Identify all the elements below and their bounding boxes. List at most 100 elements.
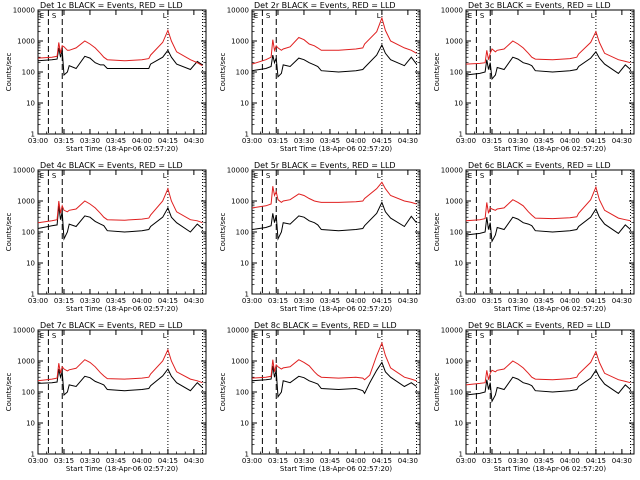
events-series-line — [251, 201, 417, 241]
y-tick-label: 1 — [459, 451, 463, 459]
y-tick-label: 1 — [31, 291, 35, 299]
annotation-label: E — [40, 172, 44, 180]
y-tick-label: 100 — [22, 389, 35, 397]
chart-title: Det 7c BLACK = Events, RED = LLD — [40, 321, 183, 330]
x-tick-label: 03:15 — [54, 137, 74, 145]
y-tick-label: 10000 — [441, 167, 463, 175]
annotation-label: L — [591, 12, 595, 20]
x-tick-label: 03:15 — [54, 457, 74, 465]
annotation-label: S — [52, 332, 57, 340]
annotation-label: E — [254, 172, 258, 180]
x-axis-label: Start Time (18-Apr-06 02:57:20) — [66, 465, 178, 473]
x-tick-label: 03:00 — [242, 297, 262, 305]
y-tick-label: 1 — [459, 131, 463, 139]
x-tick-label: 03:45 — [534, 297, 554, 305]
x-tick-label: 04:00 — [560, 137, 580, 145]
x-tick-label: 04:00 — [560, 457, 580, 465]
chart-title: Det 1c BLACK = Events, RED = LLD — [40, 1, 183, 10]
x-tick-label: 04:00 — [346, 297, 366, 305]
x-tick-label: 03:15 — [268, 137, 288, 145]
chart-panel-2: Det 2r BLACK = Events, RED = LLD 1 10 100 10… — [219, 1, 421, 153]
annotation-label: E — [468, 332, 472, 340]
x-tick-label: 03:30 — [508, 457, 528, 465]
y-tick-label: 10 — [454, 260, 463, 268]
x-tick-label: 04:15 — [158, 457, 178, 465]
x-tick-label: 04:30 — [612, 297, 632, 305]
y-tick-label: 10000 — [227, 327, 249, 335]
annotation-label: L — [163, 332, 167, 340]
annotation-label: E — [40, 332, 44, 340]
y-tick-label: 10 — [26, 260, 35, 268]
x-tick-label: 04:30 — [612, 137, 632, 145]
events-series-line — [251, 43, 417, 78]
x-tick-label: 04:00 — [560, 297, 580, 305]
annotation-label: E — [468, 12, 472, 20]
y-tick-label: 100 — [22, 69, 35, 77]
y-tick-label: 100 — [450, 229, 463, 237]
annotation-label: S — [266, 12, 271, 20]
x-tick-label: 03:45 — [320, 457, 340, 465]
y-tick-label: 1000 — [17, 358, 35, 366]
events-series-line — [465, 369, 631, 403]
chart-panel-4: Det 4c BLACK = Events, RED = LLD 1 10 100 10… — [5, 161, 207, 313]
lld-series-line — [465, 350, 631, 386]
x-tick-label: 03:00 — [242, 137, 262, 145]
chart-panel-7: Det 7c BLACK = Events, RED = LLD 1 10 100 10… — [5, 321, 207, 473]
annotation-label: L — [591, 332, 595, 340]
x-tick-label: 03:00 — [242, 457, 262, 465]
annotation-label: E — [254, 332, 258, 340]
x-tick-label: 04:15 — [586, 457, 606, 465]
annotation-label: E — [254, 12, 258, 20]
lld-series-line — [465, 30, 631, 65]
y-tick-label: 10 — [240, 260, 249, 268]
events-series-line — [251, 361, 417, 399]
y-tick-label: 10000 — [441, 7, 463, 15]
chart-panel-3: Det 3c BLACK = Events, RED = LLD 1 10 100 10… — [433, 1, 635, 153]
x-tick-label: 04:15 — [372, 297, 392, 305]
y-tick-label: 1 — [459, 291, 463, 299]
x-tick-label: 03:00 — [456, 297, 476, 305]
x-axis-label: Start Time (18-Apr-06 02:57:20) — [280, 465, 392, 473]
x-axis-label: Start Time (18-Apr-06 02:57:20) — [66, 305, 178, 313]
x-tick-label: 04:30 — [398, 457, 418, 465]
chart-title: Det 4c BLACK = Events, RED = LLD — [40, 161, 183, 170]
chart-title: Det 6c BLACK = Events, RED = LLD — [468, 161, 611, 170]
chart-title: Det 2r BLACK = Events, RED = LLD — [254, 1, 396, 10]
annotation-label: E — [40, 12, 44, 20]
annotation-label: L — [591, 172, 595, 180]
y-tick-label: 1000 — [231, 198, 249, 206]
x-tick-label: 04:30 — [398, 297, 418, 305]
annotation-label: S — [480, 332, 485, 340]
chart-panel-1: Det 1c BLACK = Events, RED = LLD 1 10 100 10… — [5, 1, 207, 153]
y-tick-label: 1 — [245, 451, 249, 459]
events-series-line — [465, 207, 631, 243]
events-series-line — [37, 47, 203, 77]
x-tick-label: 04:15 — [158, 297, 178, 305]
y-axis-label: Counts/sec — [219, 373, 227, 412]
x-tick-label: 03:15 — [54, 297, 74, 305]
x-tick-label: 03:30 — [80, 297, 100, 305]
y-axis-label: Counts/sec — [433, 213, 441, 252]
lld-series-line — [465, 185, 631, 222]
x-tick-label: 03:30 — [508, 297, 528, 305]
x-tick-label: 03:00 — [456, 457, 476, 465]
x-tick-label: 03:00 — [28, 457, 48, 465]
x-tick-label: 04:30 — [184, 297, 204, 305]
annotation-label: S — [52, 172, 57, 180]
x-tick-label: 03:45 — [534, 137, 554, 145]
y-axis-label: Counts/sec — [433, 53, 441, 92]
y-tick-label: 1000 — [231, 38, 249, 46]
y-tick-label: 100 — [236, 389, 249, 397]
y-tick-label: 1000 — [445, 198, 463, 206]
x-tick-label: 03:30 — [294, 297, 314, 305]
y-tick-label: 1000 — [445, 358, 463, 366]
x-tick-label: 03:30 — [80, 457, 100, 465]
y-axis-label: Counts/sec — [219, 213, 227, 252]
y-tick-label: 10 — [240, 100, 249, 108]
lld-series-line — [37, 348, 203, 384]
y-tick-label: 100 — [450, 389, 463, 397]
y-tick-label: 1000 — [445, 38, 463, 46]
chart-panel-8: Det 8c BLACK = Events, RED = LLD 1 10 100 10… — [219, 321, 421, 473]
y-tick-label: 10 — [240, 420, 249, 428]
y-tick-label: 100 — [450, 69, 463, 77]
